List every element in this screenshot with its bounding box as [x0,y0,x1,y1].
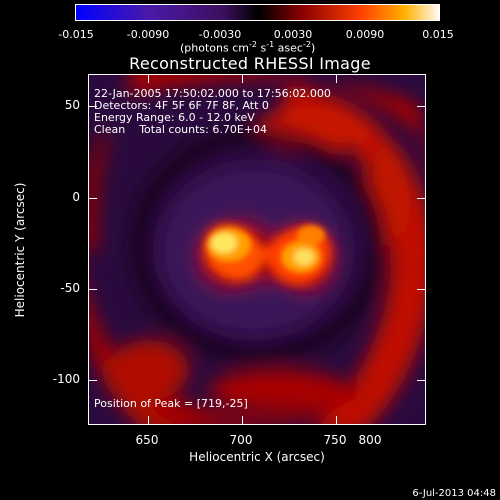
colorbar [75,4,440,21]
y-tick-mark [417,198,425,199]
y-tick-mark [89,198,97,199]
y-tick-mark [89,106,97,107]
x-tick-mark [242,416,243,424]
y-tick-mark [417,380,425,381]
y-tick-mark [89,289,97,290]
y-tick-mark [89,380,97,381]
colorbar-units: (photons cm-2 s-1 asec-2) [180,40,316,55]
y-tick-label: 0 [72,190,80,204]
colorbar-tick-label: -0.0030 [198,28,242,41]
image-title: Reconstructed RHESSI Image [129,54,371,73]
x-tick-label: 700 [229,433,253,447]
info-peak-position: Position of Peak = [719,-25] [94,397,248,410]
info-energy-range: Energy Range: 6.0 - 12.0 keV [94,111,255,124]
colorbar-tick-label: 0.015 [422,28,454,41]
rhessi-image [88,74,426,425]
colorbar-tick-label: -0.015 [58,28,94,41]
x-tick-mark [242,75,243,83]
x-tick-label: 800 [358,433,382,447]
timestamp: 6-Jul-2013 04:48 [412,488,496,499]
colorbar-tick-label: 0.0090 [345,28,385,41]
info-detectors: Detectors: 4F 5F 6F 7F 8F, Att 0 [94,99,269,112]
y-tick-label: -50 [60,281,80,295]
x-tick-mark [336,75,337,83]
colorbar-tick-label: 0.0030 [273,28,313,41]
info-time-range: 22-Jan-2005 17:50:02.000 to 17:56:02.000 [94,87,331,100]
x-tick-label: 650 [135,433,159,447]
x-tick-mark [148,75,149,83]
y-tick-label: 50 [64,98,80,112]
colorbar-tick-label: -0.0090 [126,28,170,41]
x-tick-mark [148,416,149,424]
x-tick-label: 750 [323,433,347,447]
rhessi-image-canvas [89,75,425,424]
y-tick-mark [417,106,425,107]
y-axis-title: Heliocentric Y (arcsec) [13,182,27,318]
info-total-counts: Clean Total counts: 6.70E+04 [94,123,268,136]
y-tick-mark [417,289,425,290]
y-tick-label: -100 [52,372,80,386]
x-axis-title: Heliocentric X (arcsec) [189,450,325,464]
x-tick-mark [336,416,337,424]
